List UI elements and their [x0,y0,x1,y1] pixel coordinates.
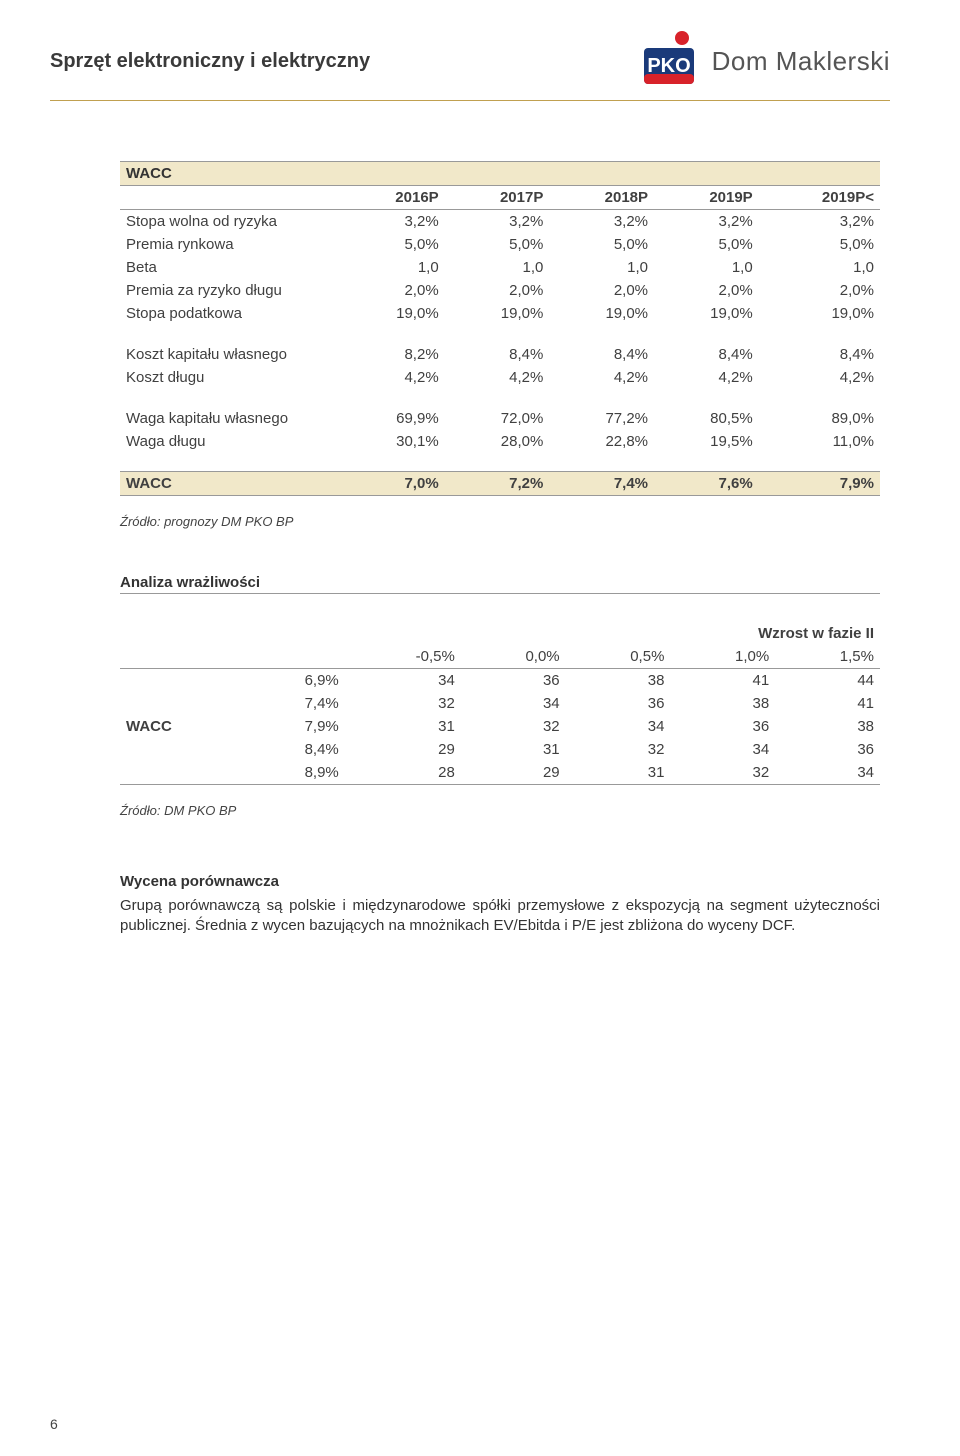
table-cell: 2019P [654,186,759,210]
table-row: Stopa podatkowa 19,0% 19,0% 19,0% 19,0% … [120,302,880,325]
table-cell: 2017P [445,186,550,210]
comparison-title: Wycena porównawcza [120,873,880,890]
table-cell: -0,5% [345,645,461,669]
table-row: Premia rynkowa 5,0% 5,0% 5,0% 5,0% 5,0% [120,233,880,256]
header-title: Sprzęt elektroniczny i elektryczny [50,50,370,73]
table-cell: 1,0% [670,645,775,669]
pko-logo-icon: PKO [640,30,702,92]
table-cell: 1,5% [775,645,880,669]
page-content: WACC 2016P 2017P 2018P 2019P 2019P< Stop… [120,161,880,936]
table-row: Koszt długu 4,2% 4,2% 4,2% 4,2% 4,2% [120,366,880,389]
page-number: 6 [50,1416,58,1432]
table-row: Waga długu 30,1% 28,0% 22,8% 19,5% 11,0% [120,430,880,453]
sensitivity-table: Wzrost w fazie II -0,5% 0,0% 0,5% 1,0% 1… [120,622,880,785]
brand-text: Dom Maklerski [712,46,890,77]
wacc-source: Źródło: prognozy DM PKO BP [120,514,880,529]
table-row: Beta 1,0 1,0 1,0 1,0 1,0 [120,256,880,279]
wacc-title: WACC [120,162,340,186]
page-header: Sprzęt elektroniczny i elektryczny PKO D… [50,30,890,101]
sensitivity-title: Analiza wrażliwości [120,574,880,591]
wacc-result-row: WACC 7,0% 7,2% 7,4% 7,6% 7,9% [120,471,880,495]
table-cell: 2019P< [759,186,880,210]
table-cell: 0,5% [566,645,671,669]
table-row: Koszt kapitału własnego 8,2% 8,4% 8,4% 8… [120,343,880,366]
table-cell: 0,0% [461,645,566,669]
table-row: Waga kapitału własnego 69,9% 72,0% 77,2%… [120,407,880,430]
table-row: WACC 6,9% 34 36 38 41 44 [120,668,880,692]
table-row: Stopa wolna od ryzyka 3,2% 3,2% 3,2% 3,2… [120,210,880,234]
table-row: Premia za ryzyko długu 2,0% 2,0% 2,0% 2,… [120,279,880,302]
sensitivity-row-label: WACC [120,668,240,784]
sensitivity-caption: Wzrost w fazie II [345,622,880,645]
logo-letters: PKO [647,55,690,77]
comparison-section: Wycena porównawcza Grupą porównawczą są … [120,873,880,937]
table-cell [120,186,340,210]
comparison-text: Grupą porównawczą są polskie i międzynar… [120,896,880,937]
sensitivity-source: Źródło: DM PKO BP [120,803,880,818]
divider [120,593,880,594]
brand-logo: PKO Dom Maklerski [640,30,890,92]
wacc-table: WACC 2016P 2017P 2018P 2019P 2019P< Stop… [120,161,880,496]
table-cell: 2016P [340,186,445,210]
table-cell: 2018P [549,186,654,210]
